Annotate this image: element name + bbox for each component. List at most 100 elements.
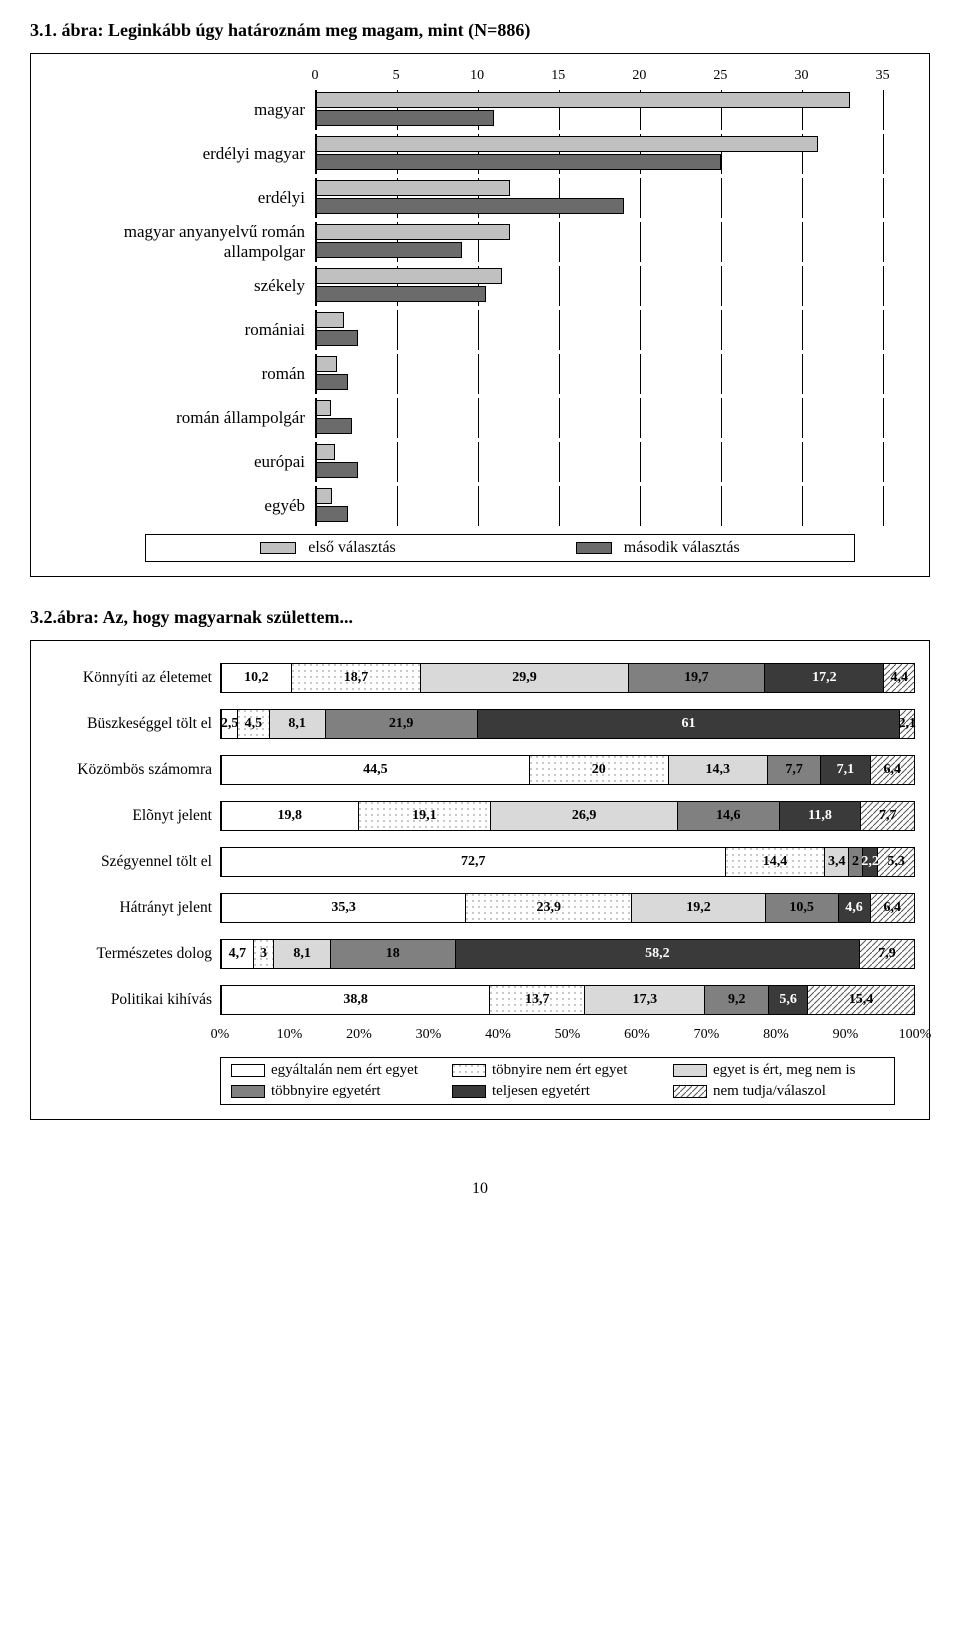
chart2-legend-item: egyáltalán nem ért egyet xyxy=(231,1062,442,1079)
chart1-bar xyxy=(316,444,335,460)
chart1-x-tick: 10 xyxy=(470,68,484,84)
chart2-segment: 19,7 xyxy=(629,663,766,693)
chart2-row-label: Közömbös számomra xyxy=(45,761,220,779)
chart2-segment: 29,9 xyxy=(421,663,628,693)
chart2-row: Büszkeséggel tölt el2,54,58,121,9612,1 xyxy=(45,701,915,747)
chart1-x-tick: 20 xyxy=(632,68,646,84)
chart2-segment: 19,2 xyxy=(632,893,765,923)
chart2-segment: 15,4 xyxy=(808,985,915,1015)
chart1-bar xyxy=(316,154,721,170)
chart1-category-label: romániai xyxy=(45,320,315,340)
chart2-segment: 14,3 xyxy=(669,755,768,785)
chart2-segment: 13,7 xyxy=(490,985,585,1015)
chart2-frame: Könnyíti az életemet10,218,729,919,717,2… xyxy=(30,640,930,1120)
chart2-x-tick: 90% xyxy=(833,1027,859,1043)
chart2-segment: 6,4 xyxy=(871,755,915,785)
chart1-bar xyxy=(316,224,510,240)
chart2-segment: 44,5 xyxy=(221,755,530,785)
chart2-row: Politikai kihívás38,813,717,39,25,615,4 xyxy=(45,977,915,1023)
chart1-bar xyxy=(316,286,486,302)
chart1-category-label: román xyxy=(45,364,315,384)
chart2-segment: 7,9 xyxy=(860,939,915,969)
chart1-bar xyxy=(316,374,348,390)
chart2-x-tick: 60% xyxy=(624,1027,650,1043)
chart2-segment: 10,5 xyxy=(766,893,839,923)
chart2-segment: 5,3 xyxy=(878,847,915,877)
chart2-legend-item: nem tudja/válaszol xyxy=(673,1083,884,1100)
chart2-x-tick: 100% xyxy=(899,1027,932,1043)
legend-series1: első választás xyxy=(260,539,396,557)
chart2-legend-label: egyáltalán nem ért egyet xyxy=(271,1062,418,1079)
chart2-legend-item: töbnyire nem ért egyet xyxy=(452,1062,663,1079)
legend-series1-label: első választás xyxy=(308,539,396,556)
chart2-segment: 7,7 xyxy=(861,801,914,831)
chart1-bar xyxy=(316,136,818,152)
chart1-bar xyxy=(316,92,850,108)
chart2-legend-label: nem tudja/válaszol xyxy=(713,1083,826,1100)
chart2-legend-item: teljesen egyetért xyxy=(452,1083,663,1100)
chart2-row: Közömbös számomra44,52014,37,77,16,4 xyxy=(45,747,915,793)
chart1-category-row: román állampolgár xyxy=(45,396,915,440)
chart2-segment: 4,4 xyxy=(884,663,915,693)
chart2-segment: 4,6 xyxy=(839,893,871,923)
chart1-bar xyxy=(316,418,352,434)
chart2-x-tick: 50% xyxy=(555,1027,581,1043)
chart1-category-label: székely xyxy=(45,276,315,296)
chart2-segment: 17,3 xyxy=(585,985,705,1015)
chart2-x-tick: 0% xyxy=(211,1027,230,1043)
chart1-category-row: székely xyxy=(45,264,915,308)
chart2-legend-label: többnyire egyetért xyxy=(271,1083,381,1100)
chart2-x-tick: 30% xyxy=(416,1027,442,1043)
chart1-frame: 05101520253035 magyarerdélyi magyarerdél… xyxy=(30,53,930,577)
chart1-category-row: egyéb xyxy=(45,484,915,528)
chart2-segment: 35,3 xyxy=(221,893,466,923)
chart1-category-row: magyar anyanyelvű román allampolgar xyxy=(45,220,915,264)
chart1-category-label: magyar xyxy=(45,100,315,120)
chart2-title: 3.2.ábra: Az, hogy magyarnak születtem..… xyxy=(30,607,930,628)
chart1-legend: első választás második választás xyxy=(145,534,855,562)
chart2-row: Hátrányt jelent35,323,919,210,54,66,4 xyxy=(45,885,915,931)
chart2-x-tick: 70% xyxy=(694,1027,720,1043)
chart1-bar xyxy=(316,400,331,416)
chart2-row-label: Elõnyt jelent xyxy=(45,807,220,825)
chart2-row: Szégyennel tölt el72,714,43,422,25,3 xyxy=(45,839,915,885)
chart1-x-axis: 05101520253035 xyxy=(45,68,915,88)
chart2-segment: 8,1 xyxy=(270,709,326,739)
chart2-segment: 58,2 xyxy=(456,939,860,969)
chart1-bar xyxy=(316,268,502,284)
chart2-x-tick: 20% xyxy=(346,1027,372,1043)
chart1-bar xyxy=(316,488,332,504)
chart1-category-row: erdélyi magyar xyxy=(45,132,915,176)
chart1-category-row: romániai xyxy=(45,308,915,352)
chart1-category-label: erdélyi magyar xyxy=(45,144,315,164)
chart2-row-label: Politikai kihívás xyxy=(45,991,220,1009)
chart1-category-label: európai xyxy=(45,452,315,472)
page-number: 10 xyxy=(30,1180,930,1198)
chart1-x-tick: 0 xyxy=(312,68,319,84)
chart2-row: Természetes dolog4,738,11858,27,9 xyxy=(45,931,915,977)
chart1-category-label: erdélyi xyxy=(45,188,315,208)
chart2-segment: 7,1 xyxy=(821,755,870,785)
chart2-x-tick: 80% xyxy=(763,1027,789,1043)
chart2-row-label: Könnyíti az életemet xyxy=(45,669,220,687)
chart2-segment: 18 xyxy=(331,939,456,969)
chart2-legend: egyáltalán nem ért egyet töbnyire nem ért… xyxy=(220,1057,895,1105)
chart2-legend-label: töbnyire nem ért egyet xyxy=(492,1062,627,1079)
chart2-segment: 6,4 xyxy=(871,893,915,923)
chart2-segment: 18,7 xyxy=(292,663,422,693)
chart2-segment: 5,6 xyxy=(769,985,808,1015)
chart2-segment: 21,9 xyxy=(326,709,478,739)
chart2-x-tick: 10% xyxy=(277,1027,303,1043)
chart2-legend-label: teljesen egyetért xyxy=(492,1083,590,1100)
chart2-segment: 20 xyxy=(530,755,669,785)
chart1-category-label: román állampolgár xyxy=(45,408,315,428)
chart2-row-label: Szégyennel tölt el xyxy=(45,853,220,871)
chart1-category-label: magyar anyanyelvű román allampolgar xyxy=(45,222,315,262)
chart2-row: Könnyíti az életemet10,218,729,919,717,2… xyxy=(45,655,915,701)
chart1-x-tick: 35 xyxy=(876,68,890,84)
chart1-bar xyxy=(316,356,337,372)
legend-series2: második választás xyxy=(576,539,740,557)
chart2-segment: 19,1 xyxy=(359,801,492,831)
chart2-segment: 14,6 xyxy=(678,801,779,831)
chart1-bar xyxy=(316,198,624,214)
